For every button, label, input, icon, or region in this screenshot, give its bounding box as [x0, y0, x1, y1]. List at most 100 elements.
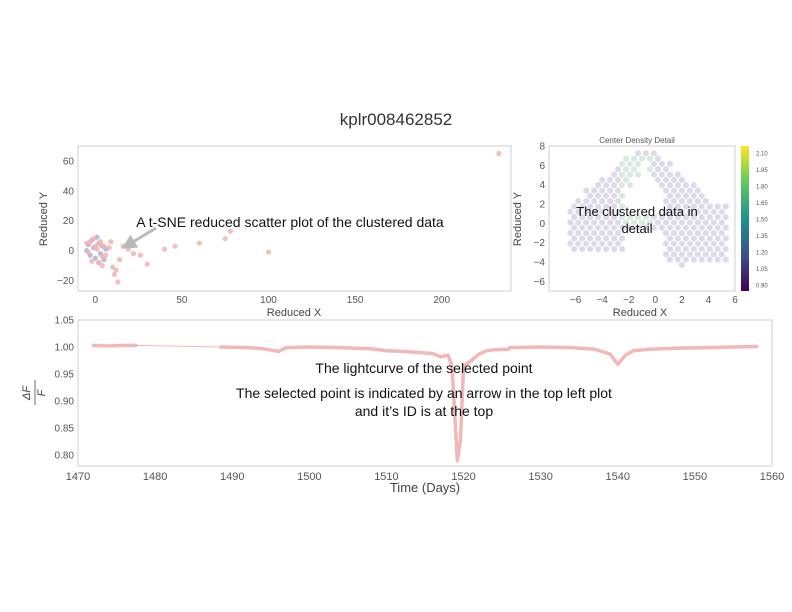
density-hexbin [615, 197, 621, 205]
density-x-tick-label: −4 [596, 295, 608, 306]
density-detail-panel: Center Density Detail −6 −4 −2 0 2 4 6 −6 −4 −2 0… [512, 136, 768, 319]
tsne-point [137, 252, 143, 258]
density-colorbar-tick-label: 2.10 [756, 152, 768, 158]
density-annotation-line-1: The clustered data in [576, 204, 697, 219]
density-colorbar-tick-label: 1.05 [756, 267, 768, 273]
density-hexbin [694, 240, 701, 247]
density-hexbin [571, 203, 578, 210]
density-hexbin [722, 224, 729, 231]
lightcurve-series [91, 343, 759, 463]
density-hexbin [667, 245, 673, 253]
density-y-axis-label: Reduced Y [512, 191, 524, 246]
density-hexbin [706, 245, 713, 253]
lightcurve-y-ticks: 1.05 1.00 0.95 0.90 0.85 0.80 [55, 316, 75, 462]
density-hexbin [635, 224, 641, 231]
density-hexbin [631, 165, 637, 173]
density-annotation-line-2: detail [621, 221, 652, 236]
tsne-point [101, 243, 107, 249]
tsne-point [99, 262, 105, 269]
density-hexbin [655, 155, 661, 162]
density-hexbin [659, 224, 665, 231]
tsne-x-tick-label: 100 [260, 295, 277, 306]
lightcurve-x-tick-label: 1520 [451, 471, 475, 483]
density-hexbin [627, 213, 633, 221]
density-hexbin [611, 235, 617, 242]
density-hexbin [631, 219, 637, 226]
density-hexbin [615, 187, 621, 194]
density-hexbin [698, 213, 705, 221]
density-hexbin [671, 187, 677, 194]
lightcurve-y-axis-label: ΔF F [21, 380, 48, 405]
density-hexbin [675, 245, 681, 253]
density-hexbin [671, 208, 677, 215]
density-hexbin [675, 171, 681, 178]
density-hexbin [575, 240, 582, 247]
density-hexbin [679, 208, 685, 215]
density-hexbin [691, 245, 697, 253]
density-hexbin [587, 192, 593, 200]
density-hexbin [667, 235, 673, 242]
lightcurve-y-label-denominator: F [36, 388, 48, 396]
tsne-x-tick-label: 0 [93, 295, 99, 306]
density-hexbin [683, 224, 689, 231]
density-colorbar-tick-label: 1.65 [756, 201, 768, 207]
density-hexbin [631, 155, 637, 162]
tsne-point [125, 246, 131, 252]
tsne-y-axis-label: Reduced Y [38, 191, 50, 246]
density-hexbin [667, 181, 673, 189]
density-hexbin [683, 203, 689, 210]
density-hexbin [698, 235, 705, 242]
density-hexbin [659, 213, 665, 221]
tsne-point [120, 243, 126, 249]
density-hexbin [651, 160, 657, 168]
density-hexbin [579, 224, 586, 231]
lightcurve-line-segment [508, 344, 759, 367]
density-hexbin [595, 245, 601, 253]
density-hexbin [722, 256, 729, 263]
density-hexbin [655, 176, 661, 184]
density-hexbin [595, 181, 601, 189]
density-hexbin [603, 213, 609, 221]
tsne-point [162, 246, 168, 252]
density-hexbin [583, 208, 590, 215]
density-hexbin [579, 235, 586, 242]
density-hexbin [667, 171, 673, 178]
tsne-x-tick-label: 50 [176, 295, 188, 306]
density-hexbin [714, 245, 721, 253]
density-hexbin [667, 256, 673, 263]
density-hexbin [595, 192, 601, 200]
density-hexbin [603, 203, 609, 210]
density-hexbin [671, 251, 677, 258]
density-colorbar-tick-label: 1.50 [756, 218, 768, 224]
density-hexbin [694, 229, 701, 237]
density-hexbin [587, 245, 593, 253]
density-hexbin [595, 235, 601, 242]
lightcurve-y-tick-label: 1.00 [55, 343, 75, 354]
density-hexbin [567, 219, 574, 226]
density-hexbin [691, 235, 697, 242]
tsne-y-tick-label: 40 [63, 186, 75, 197]
density-hexbin [647, 165, 653, 173]
density-hexbin [706, 203, 713, 210]
density-title: Center Density Detail [599, 136, 675, 145]
density-hexbin [611, 213, 617, 221]
density-hexbin [671, 219, 677, 226]
tsne-point [106, 245, 112, 251]
tsne-point [111, 271, 117, 278]
density-hexbin [714, 213, 721, 221]
density-hexbin [722, 235, 729, 242]
density-hexbin [706, 235, 713, 242]
density-hexbin [718, 219, 725, 226]
lightcurve-line-segment [91, 343, 138, 348]
tsne-point [85, 249, 91, 255]
density-hexbin [722, 245, 729, 253]
density-hexbin [663, 208, 669, 215]
density-hexbin [619, 213, 625, 221]
density-hexbin [611, 181, 617, 189]
density-hexbin [687, 251, 693, 258]
density-hexbin [679, 176, 685, 184]
density-hexbin [591, 208, 597, 215]
lightcurve-x-tick-label: 1540 [606, 471, 630, 483]
density-hexbin [687, 229, 693, 237]
density-x-tick-label: −2 [623, 295, 635, 306]
